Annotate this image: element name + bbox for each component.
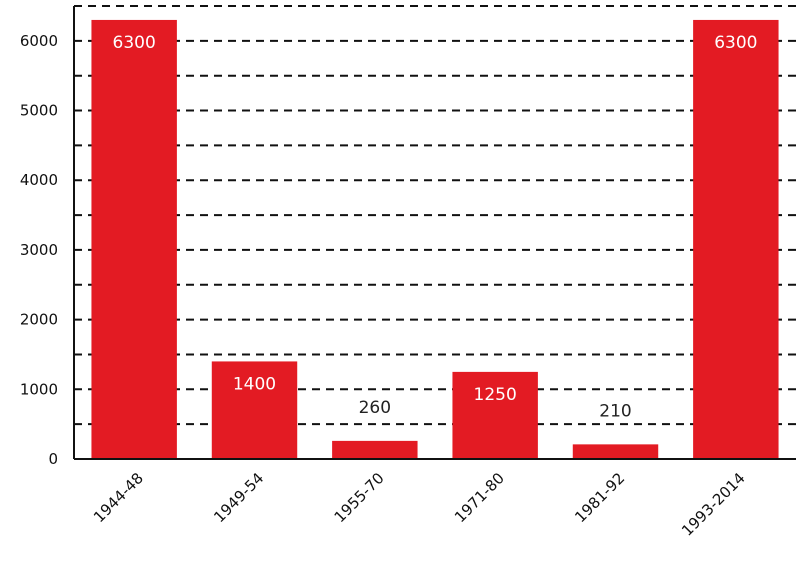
x-tick-label: 1971-80 xyxy=(451,469,508,526)
axes xyxy=(73,6,796,460)
x-tick-label: 1949-54 xyxy=(210,469,267,526)
x-tick-label: 1944-48 xyxy=(90,469,147,526)
bar xyxy=(572,444,659,459)
bar xyxy=(452,371,538,459)
x-tick-label: 1955-70 xyxy=(331,469,388,526)
bar-value-label: 6300 xyxy=(714,33,757,53)
gridlines xyxy=(74,5,796,426)
bar xyxy=(211,361,298,459)
y-tick-label: 4000 xyxy=(20,171,58,189)
bars xyxy=(91,19,779,459)
bar-value-label: 1250 xyxy=(474,385,517,405)
y-tick-labels: 0 1000 2000 3000 4000 5000 6000 xyxy=(20,32,58,468)
y-tick-label: 1000 xyxy=(20,380,58,398)
bar xyxy=(693,19,779,459)
y-tick-label: 2000 xyxy=(20,311,58,329)
bar-value-label: 260 xyxy=(359,398,391,418)
bar-value-label: 1400 xyxy=(233,374,276,394)
y-tick-label: 6000 xyxy=(20,32,58,50)
value-labels: 6300 1400 260 1250 210 6300 xyxy=(113,33,758,421)
bar xyxy=(91,19,177,459)
x-tick-label: 1993-2014 xyxy=(678,469,749,540)
bar-value-label: 210 xyxy=(599,401,631,421)
y-tick-label: 0 xyxy=(48,450,58,468)
x-tick-label: 1981-92 xyxy=(571,469,628,526)
bar xyxy=(332,440,418,459)
y-tick-label: 5000 xyxy=(20,102,58,120)
bar-value-label: 6300 xyxy=(113,33,156,53)
x-tick-labels: 1944-48 1949-54 1955-70 1971-80 1981-92 1993-… xyxy=(90,469,749,540)
y-tick-label: 3000 xyxy=(20,241,58,259)
